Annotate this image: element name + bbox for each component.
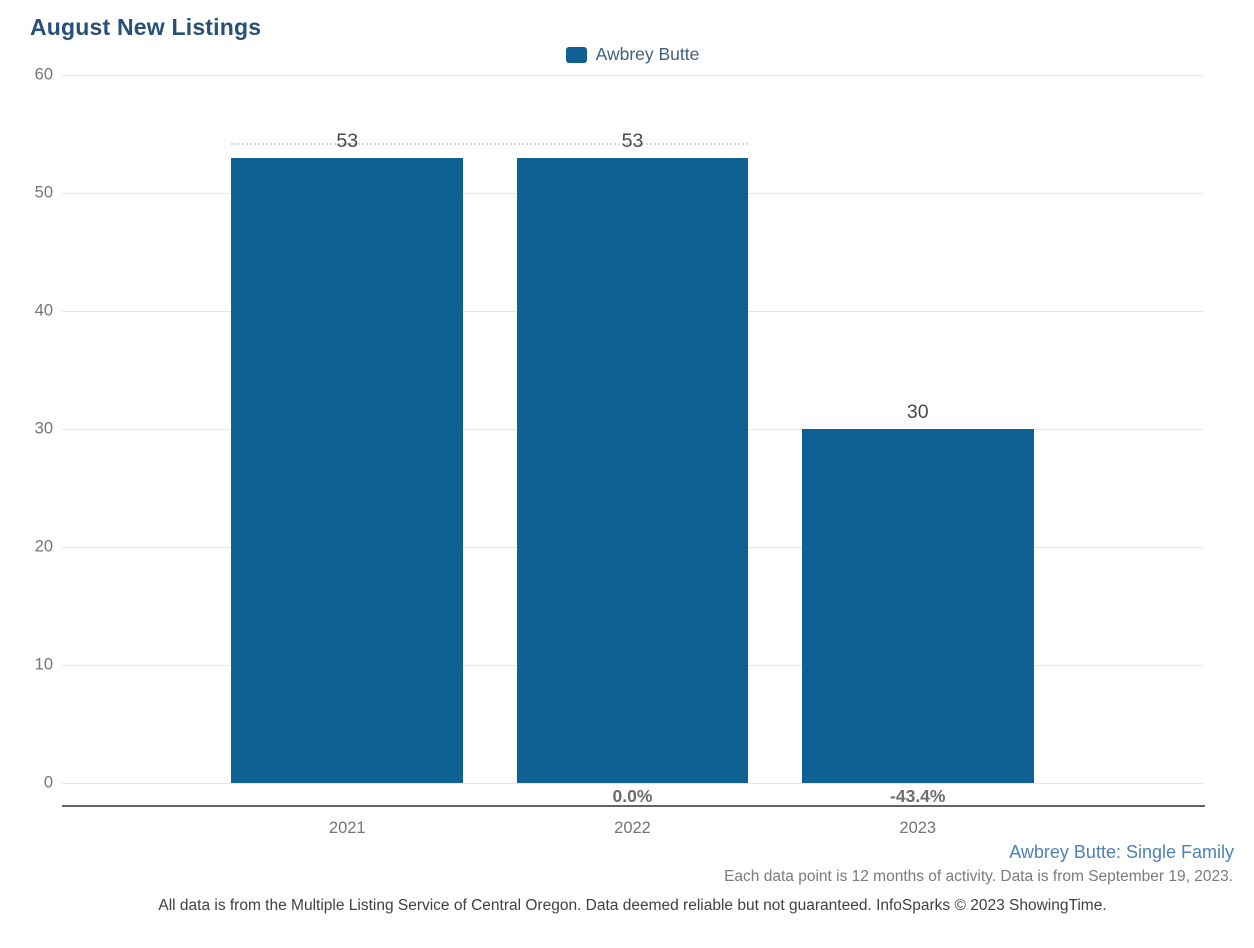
y-tick-label: 10 (34, 655, 53, 674)
footer-data-note: Each data point is 12 months of activity… (724, 868, 1233, 885)
bar-value-label: 53 (621, 129, 644, 152)
gridline (62, 783, 1203, 784)
bar-2022[interactable] (516, 157, 749, 783)
legend-swatch-icon (565, 46, 587, 63)
legend-item-awbrey-butte[interactable]: Awbrey Butte (565, 44, 700, 65)
legend-item-label: Awbrey Butte (595, 44, 700, 64)
x-axis-line (62, 805, 1205, 807)
y-tick-label: 60 (34, 65, 53, 84)
tie-dotted-line (231, 143, 749, 146)
x-tick-label: 2023 (899, 819, 937, 837)
footer-series-link[interactable]: Awbrey Butte: Single Family (1009, 842, 1234, 862)
y-tick-label: 20 (34, 537, 53, 556)
y-tick-label: 0 (43, 773, 53, 792)
y-tick-label: 30 (34, 419, 53, 438)
bar-2023[interactable] (801, 429, 1034, 783)
pct-change-label: -43.4% (890, 786, 946, 806)
y-tick-label: 40 (34, 301, 53, 320)
bar-2021[interactable] (231, 157, 464, 783)
chart-title: August New Listings (30, 14, 262, 40)
gridline (62, 75, 1203, 76)
bar-value-label: 30 (906, 401, 929, 423)
plot-area: 53 53 30 (62, 75, 1203, 784)
x-tick-label: 2022 (614, 819, 651, 837)
y-tick-label: 50 (34, 183, 53, 202)
pct-change-label: 0.0% (612, 786, 653, 806)
footer-disclaimer: All data is from the Multiple Listing Se… (158, 897, 1107, 914)
legend: Awbrey Butte (62, 44, 1203, 65)
x-tick-label: 2021 (328, 819, 366, 837)
bar-value-label: 53 (336, 129, 359, 152)
